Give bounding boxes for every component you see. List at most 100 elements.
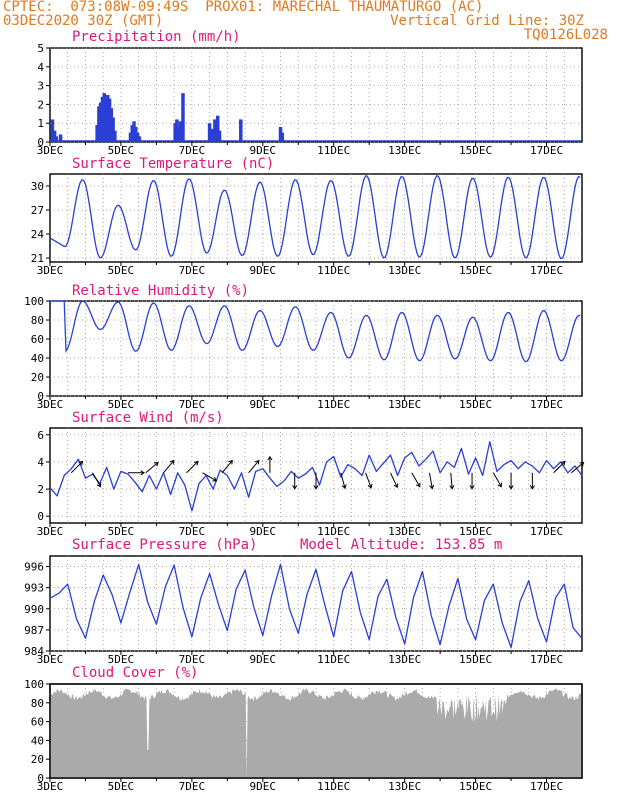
wind-arrow-head [497,482,503,488]
panel-rh [46,300,583,400]
x-tick-label: 5DEC [108,144,135,157]
y-tick-label: 27 [31,204,44,217]
precip-bar [107,98,112,142]
wind-arrow-head [508,485,514,490]
x-tick-label: 7DEC [179,653,206,666]
y-tick-label: 2 [37,483,44,496]
panel-subtitle-press: Model Altitude: 153.85 m [300,537,502,553]
x-tick-label: 17DEC [530,398,563,411]
x-tick-label: 17DEC [530,780,563,793]
wind-arrow-head [313,485,319,490]
y-tick-label: 100 [24,678,44,691]
x-tick-label: 11DEC [317,264,350,277]
x-tick-label: 7DEC [179,264,206,277]
panel-precip [46,47,583,146]
wind-arrow [186,461,199,474]
x-tick-label: 5DEC [108,525,135,538]
precip-bar [135,132,140,142]
x-tick-label: 11DEC [317,398,350,411]
precip-bar [54,136,59,142]
precip-bar [181,93,185,142]
series-line-press [49,563,583,649]
x-tick-label: 7DEC [179,780,206,793]
x-tick-label: 15DEC [459,264,492,277]
wind-arrow [340,472,346,489]
panel-title-temp: Surface Temperature (nC) [72,156,274,172]
panel-title-rh: Relative Humidity (%) [72,283,249,299]
panel-frame-overlay [49,683,583,779]
x-tick-label: 5DEC [108,398,135,411]
precip-bar [134,126,138,142]
y-tick-label: 0 [37,390,44,403]
wind-arrow-head [212,477,218,482]
y-tick-label: 20 [31,753,44,766]
x-tick-label: 3DEC [37,653,64,666]
wind-arrow-head [78,460,84,466]
x-tick-label: 17DEC [530,525,563,538]
y-tick-label: 100 [24,295,44,308]
x-tick-label: 11DEC [317,653,350,666]
wind-arrow-head [393,483,399,489]
precip-bar [280,132,285,142]
panel-press [46,555,583,655]
wind-arrow [429,472,433,489]
x-tick-label: 3DEC [37,264,64,277]
panel-temp [46,173,583,266]
precip-bar [207,123,212,142]
wind-arrow-head [96,482,102,488]
precip-bar [137,136,142,142]
precip-bar [132,121,136,142]
precip-bar [52,130,57,142]
x-tick-label: 15DEC [459,398,492,411]
wind-arrow-head [153,461,159,467]
wind-arrow [492,472,502,487]
precip-bar [175,119,179,142]
y-tick-label: 5 [37,42,44,55]
wind-arrow-head [228,459,233,465]
x-tick-label: 3DEC [37,525,64,538]
x-tick-label: 13DEC [388,398,421,411]
precip-bar [58,134,63,142]
x-tick-label: 15DEC [459,525,492,538]
x-tick-label: 13DEC [388,144,421,157]
wind-arrow [553,461,566,474]
wind-arrow [450,472,453,489]
precip-bar [104,100,108,142]
precip-bar [50,119,55,142]
x-tick-label: 15DEC [459,144,492,157]
precip-bar [130,125,135,142]
x-tick-label: 13DEC [388,653,421,666]
y-tick-label: 0 [37,772,44,785]
wind-arrow [411,472,421,487]
y-tick-label: 3 [37,80,44,93]
wind-arrow-head [292,485,298,490]
panel-frame [49,47,583,143]
precip-bar [113,130,117,142]
x-tick-label: 17DEC [530,264,563,277]
series-line-rh [50,300,581,363]
panel-title-precip: Precipitation (mm/h) [72,29,241,45]
wind-arrow-head [367,483,373,489]
panel-title-press: Surface Pressure (hPa) [72,537,257,553]
wind-arrow [92,472,101,487]
y-tick-label: 80 [31,697,44,710]
y-tick-label: 60 [31,333,44,346]
x-tick-label: 3DEC [37,144,64,157]
x-tick-label: 5DEC [108,780,135,793]
wind-arrow [365,472,372,488]
wind-arrow [221,460,233,474]
y-tick-label: 24 [31,228,45,241]
wind-arrow-head [254,459,260,465]
wind-arrow [202,472,217,482]
y-tick-label: 21 [31,252,44,265]
y-tick-label: 984 [24,645,44,658]
wind-arrow-head [193,460,199,466]
precip-bar [98,102,103,142]
panel-title-wind: Surface Wind (m/s) [72,410,224,426]
wind-arrow-head [560,460,566,466]
x-tick-label: 3DEC [37,398,64,411]
y-tick-label: 6 [37,429,44,442]
x-tick-label: 9DEC [250,144,277,157]
precip-bar [176,126,181,142]
x-tick-label: 7DEC [179,398,206,411]
